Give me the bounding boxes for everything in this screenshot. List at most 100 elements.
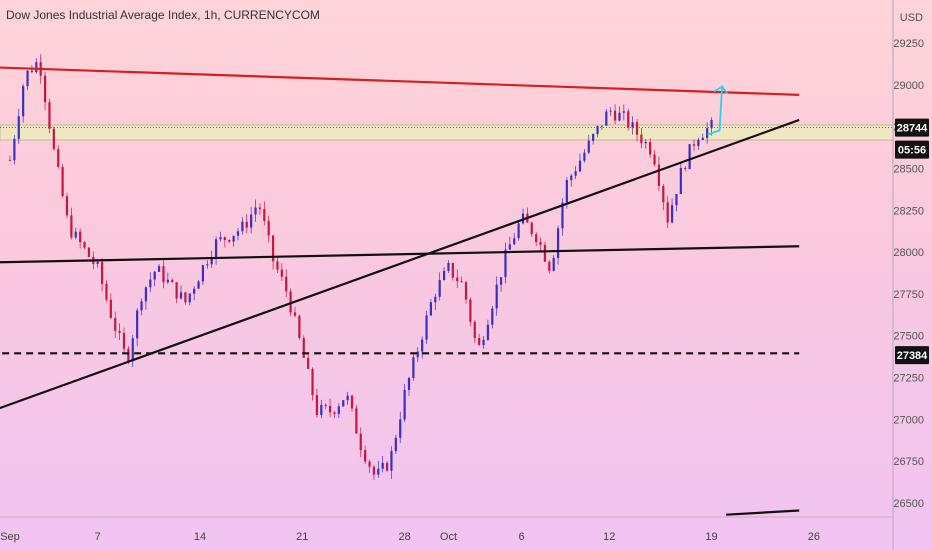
candle-body bbox=[548, 261, 551, 271]
candle-body bbox=[587, 140, 590, 153]
candle-body bbox=[267, 221, 270, 236]
candle-body bbox=[127, 348, 130, 362]
candle bbox=[697, 137, 700, 150]
candle-body bbox=[245, 221, 248, 228]
candle bbox=[635, 118, 639, 142]
candle-body bbox=[618, 112, 621, 121]
candle-body bbox=[193, 288, 196, 294]
candle bbox=[688, 144, 691, 170]
candle-body bbox=[13, 138, 16, 161]
candle-body bbox=[701, 137, 704, 140]
horizontal-trend-line bbox=[0, 245, 800, 264]
candle bbox=[627, 108, 630, 131]
zone-layer bbox=[0, 124, 894, 141]
candle bbox=[263, 201, 266, 226]
candle bbox=[359, 427, 362, 458]
candle bbox=[201, 264, 205, 285]
candle bbox=[350, 394, 354, 412]
candle-body bbox=[368, 461, 371, 467]
candle-body bbox=[144, 287, 148, 302]
candle bbox=[684, 166, 687, 172]
candle bbox=[473, 320, 476, 343]
candle-body bbox=[355, 408, 358, 434]
candle bbox=[70, 207, 73, 240]
candle bbox=[57, 145, 60, 169]
candle-body bbox=[442, 270, 446, 281]
candle bbox=[548, 260, 551, 274]
candle-body bbox=[679, 167, 682, 195]
candle-body bbox=[482, 339, 485, 346]
candle-body bbox=[307, 357, 310, 369]
time-tick-label: 28 bbox=[398, 531, 410, 543]
candle bbox=[162, 260, 165, 289]
candle-body bbox=[605, 111, 608, 126]
candle bbox=[649, 138, 652, 158]
price-tick-label: 27750 bbox=[893, 289, 924, 301]
candle bbox=[223, 236, 226, 248]
candle bbox=[504, 242, 507, 284]
candle-body bbox=[464, 282, 468, 300]
candle bbox=[118, 323, 121, 341]
candle-body bbox=[271, 235, 275, 262]
candle-body bbox=[289, 291, 292, 313]
candle bbox=[153, 270, 156, 287]
candle bbox=[22, 83, 25, 123]
time-tick-label: 21 bbox=[296, 531, 308, 543]
candle bbox=[618, 106, 621, 122]
bottom-segment-line bbox=[726, 509, 800, 516]
candle bbox=[293, 306, 297, 318]
candle-body bbox=[486, 324, 490, 340]
candle bbox=[157, 263, 161, 272]
candle bbox=[706, 122, 709, 144]
candle-body bbox=[381, 462, 384, 469]
candle bbox=[460, 276, 463, 283]
candle-body bbox=[236, 231, 240, 236]
candle-body bbox=[337, 406, 340, 414]
arrow-shaft bbox=[707, 86, 724, 136]
candle-body bbox=[517, 223, 520, 239]
candle-body bbox=[293, 312, 297, 316]
candle bbox=[197, 280, 200, 289]
candle bbox=[342, 399, 345, 407]
candle-body bbox=[201, 265, 205, 282]
candle bbox=[679, 162, 682, 195]
candle bbox=[447, 260, 450, 273]
candle bbox=[377, 460, 380, 478]
candle-body bbox=[508, 244, 511, 250]
candle bbox=[285, 269, 288, 298]
candle bbox=[556, 225, 560, 265]
candle-body bbox=[627, 111, 630, 128]
candle-body bbox=[232, 235, 235, 242]
candle-body bbox=[456, 277, 459, 282]
last-price-badge-text: 28744 bbox=[897, 123, 928, 135]
candle-body bbox=[403, 389, 406, 420]
price-tick-label: 27000 bbox=[893, 414, 924, 426]
candle-body bbox=[539, 242, 542, 245]
candle bbox=[179, 285, 183, 300]
candle bbox=[561, 198, 564, 236]
projection-arrow bbox=[707, 85, 728, 136]
candle bbox=[390, 446, 393, 479]
candle-body bbox=[530, 222, 533, 235]
candle-body bbox=[359, 433, 362, 451]
candle-body bbox=[65, 196, 69, 216]
candle bbox=[8, 155, 12, 162]
candle-body bbox=[666, 202, 669, 223]
time-axis: Sep 7 14 21 28 Oct 6 12 19 26 bbox=[0, 516, 893, 543]
rising-trendline-line bbox=[0, 118, 800, 410]
candle-body bbox=[131, 338, 134, 362]
candle bbox=[232, 235, 235, 247]
candle bbox=[245, 214, 248, 234]
price-tick-label: 26750 bbox=[893, 456, 924, 468]
candle-body bbox=[692, 144, 696, 146]
candle-body bbox=[570, 175, 573, 181]
candle bbox=[184, 291, 187, 305]
candle-body bbox=[644, 142, 647, 144]
candle bbox=[258, 203, 262, 215]
candle bbox=[385, 461, 389, 472]
candle-body bbox=[52, 128, 55, 150]
candle bbox=[109, 293, 112, 320]
candle-body bbox=[583, 152, 586, 161]
candle bbox=[429, 299, 433, 317]
candle-body bbox=[377, 468, 380, 475]
